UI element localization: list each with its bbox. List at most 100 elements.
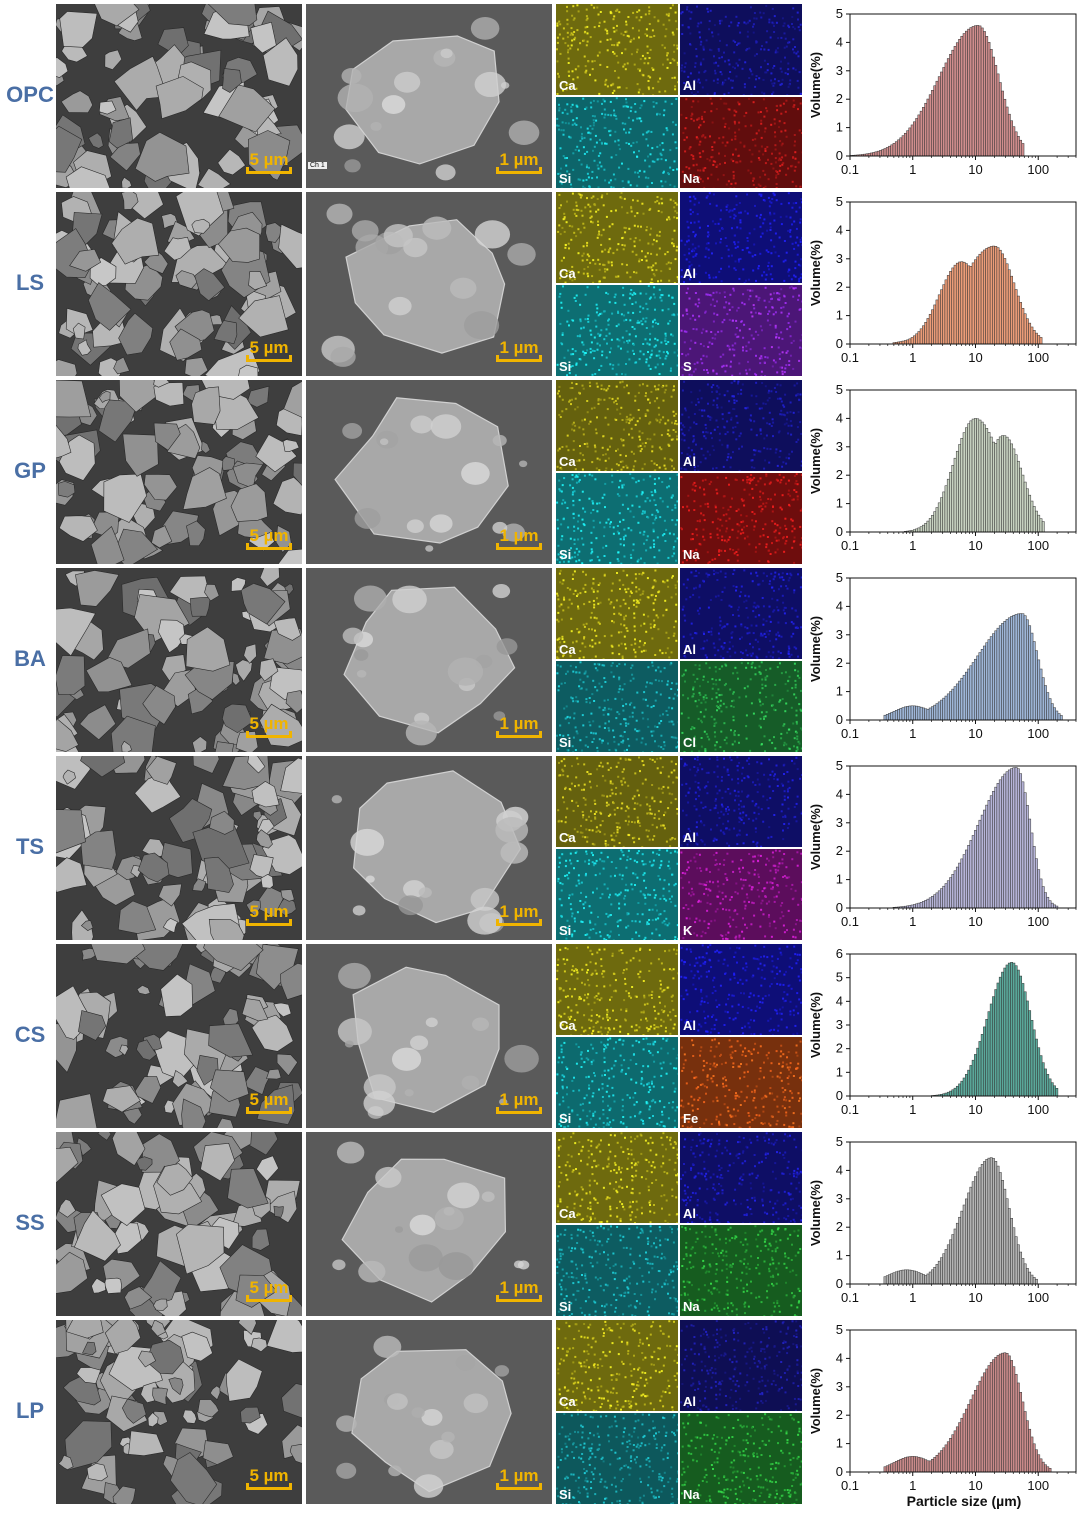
histogram-bar — [960, 1080, 964, 1097]
histogram-bar — [1035, 858, 1038, 909]
histogram-bar — [992, 1158, 995, 1285]
histogram-bar — [976, 1047, 980, 1097]
y-tick-label: 4 — [836, 786, 843, 801]
histogram-bar — [949, 271, 952, 345]
psd-chart-ba: 0 1 2 3 4 5 0.1 1 10 100 Volume(%) — [806, 568, 1080, 752]
sample-row-ba: BA 5 µm 1 µm Ca Al Si Cl 0 1 2 3 4 5 0.1 1 10 100 Volume(… — [0, 568, 1080, 752]
histogram-bar — [998, 82, 1002, 157]
histogram-bar — [935, 80, 939, 157]
histogram-bar — [1035, 650, 1038, 721]
histogram-bar — [944, 279, 948, 345]
histogram-bar — [955, 1085, 959, 1097]
psd-chart-opc: 0 1 2 3 4 5 0.1 1 10 100 Volume(%) — [806, 4, 1080, 188]
histogram-bar — [903, 1457, 907, 1473]
histogram-bar — [983, 809, 986, 909]
histogram-bar — [1032, 1443, 1036, 1473]
histogram-bar — [1010, 616, 1013, 721]
histogram-bar — [933, 304, 937, 345]
histogram-bar — [946, 1441, 950, 1473]
histogram-bar — [976, 1171, 980, 1285]
histogram-bar — [967, 28, 971, 157]
histogram-bar — [974, 658, 977, 721]
histogram-bar — [908, 705, 912, 721]
psd-chart-ls: 0 1 2 3 4 5 0.1 1 10 100 Volume(%) — [806, 192, 1080, 376]
histogram-bar — [894, 141, 898, 157]
eds-element-label: Cl — [683, 735, 696, 750]
histogram-bar — [924, 523, 928, 533]
histogram-bar — [1014, 454, 1018, 533]
histogram-bar — [1016, 613, 1020, 721]
y-tick-label: 6 — [836, 946, 843, 961]
histogram-bar — [1030, 832, 1034, 909]
histogram-bar — [994, 786, 998, 909]
histogram-bar — [942, 697, 946, 721]
histogram-bar — [1057, 713, 1061, 721]
plot-frame — [849, 1329, 1077, 1473]
histogram-bar — [924, 322, 928, 345]
histogram-bar — [931, 90, 934, 157]
histogram-bar — [1055, 710, 1059, 721]
histogram-bar — [1014, 289, 1018, 345]
histogram-bar — [980, 814, 984, 909]
histogram-bar — [924, 1275, 928, 1285]
histogram-bar — [1010, 1218, 1013, 1285]
histogram-bar — [1035, 1278, 1038, 1285]
histogram-bar — [1039, 668, 1043, 721]
x-tick-label: 100 — [1027, 350, 1049, 365]
histogram-bar — [1001, 1352, 1004, 1473]
eds-element-label: Al — [683, 454, 696, 469]
histogram-bar — [942, 1447, 946, 1473]
histogram-bar — [1019, 975, 1023, 1097]
histogram-bar — [955, 866, 959, 909]
histogram-bar — [1030, 1020, 1034, 1097]
scale-bar: 1 µm — [496, 150, 542, 174]
histogram-bar — [937, 502, 941, 533]
histogram-bar — [928, 518, 932, 533]
y-axis-label: Volume(%) — [808, 1180, 823, 1246]
histogram-bar — [1021, 613, 1025, 721]
histogram-bar — [960, 261, 964, 345]
histogram-bar — [1010, 275, 1013, 345]
scale-bar-label: 1 µm — [499, 1466, 539, 1485]
eds-element-label: S — [683, 359, 692, 374]
histogram-bar — [978, 819, 982, 909]
y-tick-label: 0 — [836, 900, 843, 915]
histogram-bar — [1048, 1078, 1052, 1097]
histogram-bar — [1010, 962, 1013, 1097]
x-tick-label: 100 — [1027, 1478, 1049, 1493]
histogram-bar — [965, 849, 968, 909]
histogram-bar — [910, 705, 914, 721]
histogram-bar — [1039, 337, 1043, 345]
histogram-bar — [955, 683, 959, 721]
eds-element-label: Si — [559, 1487, 572, 1502]
histogram-bar — [1032, 330, 1036, 345]
plot-frame — [849, 1141, 1077, 1285]
histogram-bar — [949, 1239, 952, 1285]
histogram-bar — [978, 419, 982, 533]
histogram-bar — [989, 795, 993, 909]
histogram-bar — [913, 705, 916, 721]
histogram-bar — [976, 256, 980, 345]
histogram-bar — [992, 441, 995, 533]
scale-bar: 1 µm — [496, 1466, 542, 1490]
histogram-bar — [915, 1456, 919, 1473]
y-tick-label: 1 — [836, 1248, 843, 1263]
histogram-bar — [933, 894, 937, 909]
histogram-bar — [1021, 308, 1025, 345]
histogram-bar — [931, 515, 934, 533]
scale-bar: 1 µm — [496, 902, 542, 926]
sample-row-cs: CS 5 µm 1 µm Ca Al Si Fe 0 1 2 3 4 5 6 0.1 1 10 100 Volume… — [0, 944, 1080, 1128]
histogram-bar — [1046, 1466, 1050, 1473]
x-tick-label: 10 — [968, 1102, 982, 1117]
histogram-bar — [924, 1459, 928, 1473]
histogram-bar — [987, 246, 991, 345]
histogram-bar — [899, 708, 903, 721]
eds-element-label: Si — [559, 171, 572, 186]
histogram-bar — [892, 143, 896, 157]
histogram-bar — [992, 996, 995, 1097]
histogram-bar — [996, 439, 1000, 533]
y-tick-label: 2 — [836, 843, 843, 858]
histogram-bar — [1010, 768, 1013, 909]
histogram-bar — [1028, 818, 1032, 909]
eds-map-cl: Cl — [680, 661, 802, 752]
